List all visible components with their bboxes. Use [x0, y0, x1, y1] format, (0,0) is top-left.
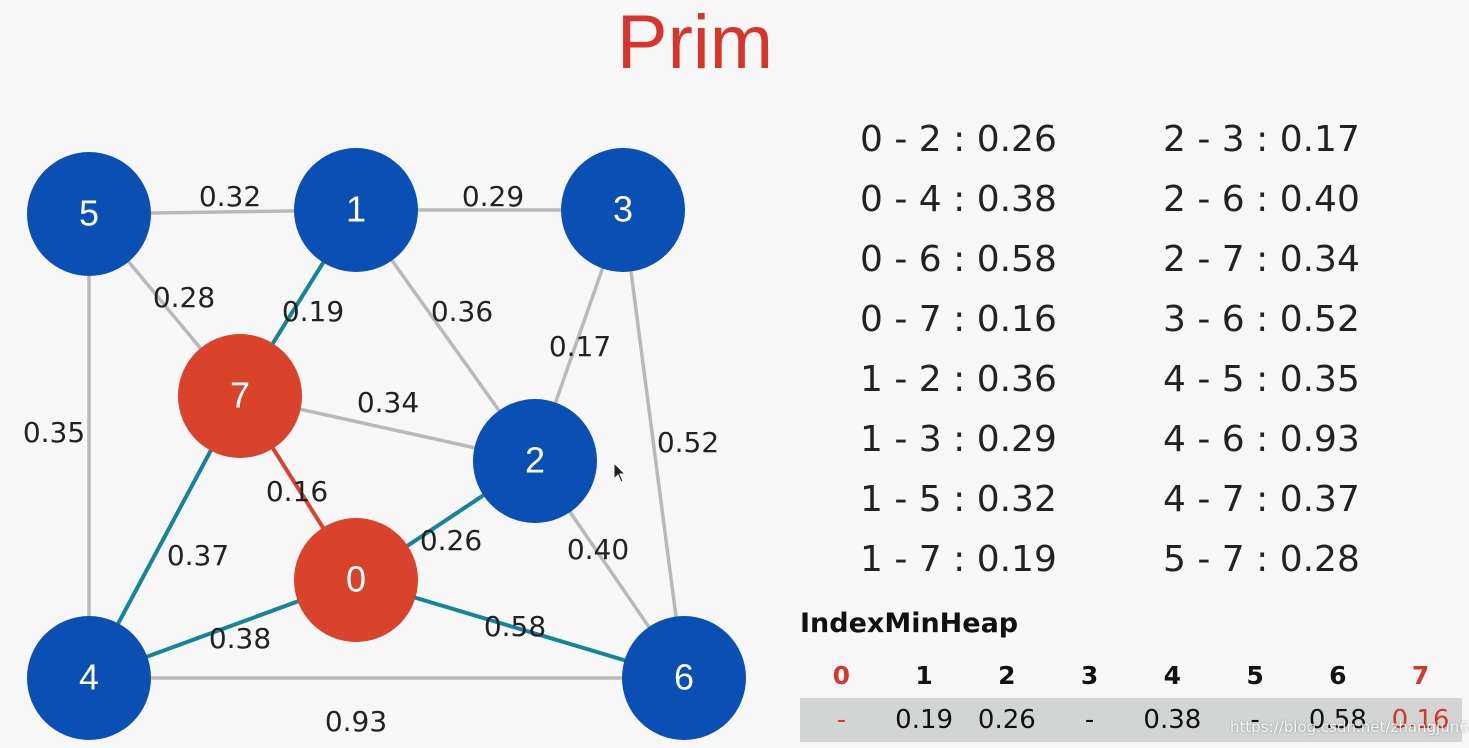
vertex-circle-7 [178, 334, 302, 458]
heap-value-cell: 0.19 [895, 705, 954, 735]
edge-list-item: 4 - 5 : 0.35 [1163, 359, 1360, 400]
heap-value-cell: - [1084, 705, 1095, 735]
vertex-7: 7 [178, 334, 302, 458]
edge-weight-label-5-7: 0.28 [153, 281, 215, 314]
heap-index-row: 0 1 2 3 4 5 6 7 [800, 652, 1462, 698]
edge-3-6 [621, 209, 686, 679]
edge-list-item: 0 - 6 : 0.58 [860, 239, 1057, 280]
vertex-2: 2 [473, 399, 597, 523]
vertex-5: 5 [27, 152, 151, 276]
edge-weight-label-7-0: 0.16 [266, 475, 328, 508]
edge-weight-label-5-4: 0.35 [23, 416, 85, 449]
heap-value-cell: 0.16 [1391, 705, 1450, 735]
heap-value-cell: 0.38 [1143, 705, 1202, 735]
heap-index-cell: 4 [1163, 660, 1182, 690]
edge-weight-label-1-2: 0.36 [431, 295, 493, 328]
vertex-circle-1 [294, 148, 418, 272]
vertex-4: 4 [27, 616, 151, 740]
vertex-label-7: 7 [230, 375, 250, 416]
vertex-0: 0 [294, 518, 418, 642]
vertex-label-1: 1 [346, 189, 366, 230]
vertex-circle-4 [27, 616, 151, 740]
vertex-label-3: 3 [613, 189, 633, 230]
edge-list-left: 0 - 2 : 0.26 0 - 4 : 0.38 0 - 6 : 0.58 0 - … [860, 110, 1057, 590]
edge-list-item: 0 - 2 : 0.26 [860, 119, 1057, 160]
vertex-label-5: 5 [79, 193, 99, 234]
heap-index-cell: 2 [998, 660, 1016, 690]
index-min-heap-table: 0 1 2 3 4 5 6 7 - 0.19 0.26 - 0.38 - 0.58 0.16 [800, 652, 1462, 742]
edge-list-item: 1 - 5 : 0.32 [860, 479, 1057, 520]
edge-list-item: 1 - 3 : 0.29 [860, 419, 1057, 460]
edge-weight-label-3-2: 0.17 [549, 330, 611, 363]
edge-weight-label-3-6: 0.52 [657, 426, 719, 459]
edge-list-item: 4 - 7 : 0.37 [1163, 479, 1360, 520]
heap-value-cell: - [836, 705, 847, 735]
edge-weight-label-7-4: 0.37 [167, 539, 229, 572]
edge-list-item: 5 - 7 : 0.28 [1163, 539, 1360, 580]
edge-weight-label-4-6: 0.93 [325, 705, 387, 738]
heap-index-cell: 1 [915, 660, 933, 690]
edge-weight-label-2-6: 0.40 [567, 533, 629, 566]
edge-weight-label-0-4: 0.38 [209, 622, 271, 655]
vertex-circle-5 [27, 152, 151, 276]
vertex-3: 3 [561, 148, 685, 272]
heap-index-cell: 6 [1329, 660, 1347, 690]
edge-weight-label-7-2: 0.34 [357, 386, 419, 419]
heap-value-cell: 0.58 [1308, 705, 1367, 735]
heap-title: IndexMinHeap [800, 608, 1019, 639]
edge-list-item: 2 - 7 : 0.34 [1163, 239, 1360, 280]
edge-list-right: 2 - 3 : 0.17 2 - 6 : 0.40 2 - 7 : 0.34 3 - … [1163, 110, 1360, 590]
edge-list-item: 0 - 7 : 0.16 [860, 299, 1057, 340]
page-title: Prim [616, 0, 774, 85]
watermark-text: https://blog.csdn.net/zhangjun62 [1230, 718, 1469, 736]
mouse-cursor-icon [613, 462, 627, 483]
edge-list-item: 1 - 7 : 0.19 [860, 539, 1057, 580]
heap-index-cell: 0 [832, 660, 851, 690]
edge-list-item: 2 - 3 : 0.17 [1163, 119, 1360, 160]
edge-list-item: 0 - 4 : 0.38 [860, 179, 1057, 220]
vertex-1: 1 [294, 148, 418, 272]
vertex-circle-3 [561, 148, 685, 272]
heap-index-cell: 5 [1246, 660, 1264, 690]
vertex-label-2: 2 [525, 440, 545, 481]
edge-list-item: 1 - 2 : 0.36 [860, 359, 1057, 400]
heap-index-cell: 3 [1080, 660, 1099, 690]
graph-diagram: 0.32 0.29 0.28 0.19 0.36 0.17 0.52 0.35 0.34 0.16… [23, 148, 746, 740]
edge-list-item: 3 - 6 : 0.52 [1163, 299, 1360, 340]
edge-weight-label-0-2: 0.26 [420, 524, 482, 557]
edge-weight-label-1-3: 0.29 [462, 180, 524, 213]
vertex-label-6: 6 [674, 657, 694, 698]
edge-list-item: 2 - 6 : 0.40 [1163, 179, 1360, 220]
heap-value-row: - 0.19 0.26 - 0.38 - 0.58 0.16 [800, 698, 1462, 742]
vertex-circle-2 [473, 399, 597, 523]
heap-index-cell: 7 [1411, 660, 1430, 690]
heap-value-cell: 0.26 [977, 705, 1036, 735]
vertex-label-0: 0 [346, 559, 366, 600]
edge-weight-label-0-6: 0.58 [484, 610, 546, 643]
vertex-circle-0 [294, 518, 418, 642]
heap-value-cell: - [1250, 705, 1260, 735]
edge-list-item: 4 - 6 : 0.93 [1163, 419, 1360, 460]
edge-weight-label-1-7: 0.19 [282, 295, 344, 328]
edge-weight-label-5-1: 0.32 [199, 180, 261, 213]
vertex-6: 6 [622, 616, 746, 740]
vertex-circle-6 [622, 616, 746, 740]
vertex-label-4: 4 [79, 657, 99, 698]
